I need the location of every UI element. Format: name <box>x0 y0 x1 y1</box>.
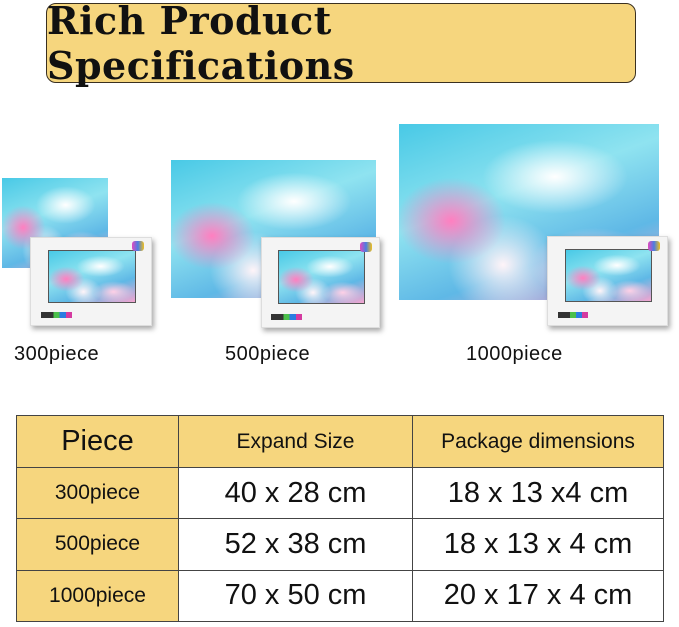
box-art <box>278 250 365 305</box>
brand-logo <box>40 312 72 319</box>
product-label-1000: 1000piece <box>466 343 563 365</box>
table-row: 1000piece 70 x 50 cm 20 x 17 x 4 cm <box>16 569 664 623</box>
cell-expand-size: 70 x 50 cm <box>178 569 413 623</box>
box-art <box>47 250 137 303</box>
product-label-500: 500piece <box>225 343 311 365</box>
spec-table: Piece Expand Size Package dimensions 300… <box>16 415 664 623</box>
header-piece: Piece <box>16 415 179 468</box>
cell-package: 18 x 13 x4 cm <box>412 466 664 520</box>
table-header-row: Piece Expand Size Package dimensions <box>16 415 664 468</box>
product-label-300: 300piece <box>14 343 100 365</box>
header-expand-size: Expand Size <box>178 415 413 468</box>
cell-piece: 1000piece <box>16 569 179 623</box>
cell-expand-size: 52 x 38 cm <box>178 518 413 571</box>
cell-piece: 500piece <box>16 518 179 571</box>
brand-logo <box>271 313 302 320</box>
puzzle-piece-icon <box>647 240 660 251</box>
puzzle-box-300 <box>30 237 152 326</box>
puzzle-piece-icon <box>359 241 372 252</box>
cell-piece: 300piece <box>16 466 179 520</box>
table-row: 500piece 52 x 38 cm 18 x 13 x 4 cm <box>16 518 664 571</box>
box-art <box>564 249 653 303</box>
title-banner: Rich Product Specifications <box>46 0 636 88</box>
puzzle-piece-icon <box>131 241 144 252</box>
header-package-dimensions: Package dimensions <box>412 415 664 468</box>
page-title: Rich Product Specifications <box>47 0 355 88</box>
puzzle-box-1000 <box>547 236 668 326</box>
cell-package: 18 x 13 x 4 cm <box>412 518 664 571</box>
brand-logo <box>557 311 589 318</box>
cell-package: 20 x 17 x 4 cm <box>412 569 664 623</box>
cell-expand-size: 40 x 28 cm <box>178 466 413 520</box>
table-row: 300piece 40 x 28 cm 18 x 13 x4 cm <box>16 466 664 520</box>
puzzle-box-500 <box>261 237 380 328</box>
